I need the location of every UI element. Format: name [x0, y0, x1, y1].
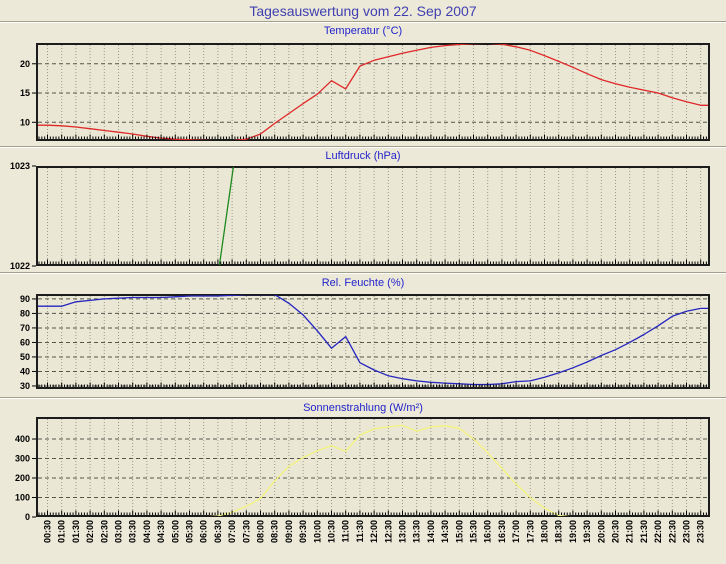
svg-text:80: 80 [20, 308, 30, 318]
svg-text:02:30: 02:30 [99, 520, 109, 543]
radiation-plot: 0 100 200 300 400 [15, 417, 710, 522]
svg-text:02:00: 02:00 [85, 520, 95, 543]
svg-text:12:00: 12:00 [369, 520, 379, 543]
svg-text:09:00: 09:00 [284, 520, 294, 543]
svg-text:0: 0 [25, 512, 30, 522]
svg-text:50: 50 [20, 352, 30, 362]
chart-title-radiation: Sonnenstrahlung (W/m²) [303, 402, 423, 414]
svg-text:16:30: 16:30 [497, 520, 507, 543]
svg-text:10:30: 10:30 [327, 520, 337, 543]
svg-text:15:00: 15:00 [454, 520, 464, 543]
section-separator-3 [0, 397, 726, 399]
temperature-plot: 10 15 20 [20, 43, 710, 141]
svg-text:11:30: 11:30 [355, 520, 365, 543]
svg-text:05:30: 05:30 [185, 520, 195, 543]
svg-text:01:00: 01:00 [57, 520, 67, 543]
svg-text:16:00: 16:00 [483, 520, 493, 543]
svg-text:18:30: 18:30 [554, 520, 564, 543]
svg-text:09:30: 09:30 [298, 520, 308, 543]
svg-text:08:00: 08:00 [256, 520, 266, 543]
svg-text:05:00: 05:00 [170, 520, 180, 543]
svg-text:03:30: 03:30 [128, 520, 138, 543]
svg-text:17:00: 17:00 [511, 520, 521, 543]
humidity-plot: 30 40 50 60 70 80 90 [20, 294, 710, 391]
svg-text:04:00: 04:00 [142, 520, 152, 543]
svg-text:90: 90 [20, 294, 30, 304]
x-axis-labels: 00:30 01:00 01:30 02:00 02:30 03:00 03:30 04:00… [43, 520, 706, 543]
svg-text:14:30: 14:30 [440, 520, 450, 543]
chart-title-temperature: Temperatur (°C) [323, 25, 403, 37]
svg-text:30: 30 [20, 381, 30, 391]
svg-text:300: 300 [15, 454, 30, 464]
svg-text:13:30: 13:30 [412, 520, 422, 543]
svg-text:14:00: 14:00 [426, 520, 436, 543]
svg-text:03:00: 03:00 [114, 520, 124, 543]
section-separator-1 [0, 146, 726, 148]
svg-text:11:00: 11:00 [341, 520, 351, 543]
svg-text:21:00: 21:00 [625, 520, 635, 543]
svg-text:22:30: 22:30 [667, 520, 677, 543]
svg-text:20:30: 20:30 [611, 520, 621, 543]
page-title: Tagesauswertung vom 22. Sep 2007 [249, 3, 477, 19]
svg-text:19:30: 19:30 [582, 520, 592, 543]
title-separator [0, 21, 726, 23]
pressure-plot: 1022 1023 [10, 161, 710, 271]
svg-text:1023: 1023 [10, 161, 30, 171]
svg-text:10:00: 10:00 [312, 520, 322, 543]
svg-text:18:00: 18:00 [540, 520, 550, 543]
svg-text:07:30: 07:30 [241, 520, 251, 543]
section-separator-2 [0, 272, 726, 274]
svg-text:22:00: 22:00 [653, 520, 663, 543]
chart-title-humidity: Rel. Feuchte (%) [321, 277, 405, 289]
svg-text:13:00: 13:00 [398, 520, 408, 543]
svg-text:21:30: 21:30 [639, 520, 649, 543]
svg-text:400: 400 [15, 434, 30, 444]
chart-title-pressure: Luftdruck (hPa) [325, 150, 401, 162]
svg-text:40: 40 [20, 367, 30, 377]
svg-text:15: 15 [20, 88, 30, 98]
svg-text:60: 60 [20, 337, 30, 347]
svg-text:07:00: 07:00 [227, 520, 237, 543]
svg-text:200: 200 [15, 473, 30, 483]
svg-text:15:30: 15:30 [469, 520, 479, 543]
svg-text:00:30: 00:30 [43, 520, 53, 543]
svg-text:19:00: 19:00 [568, 520, 578, 543]
svg-text:23:30: 23:30 [696, 520, 706, 543]
svg-text:10: 10 [20, 117, 30, 127]
svg-text:04:30: 04:30 [156, 520, 166, 543]
svg-text:17:30: 17:30 [525, 520, 535, 543]
svg-text:1022: 1022 [10, 261, 30, 271]
svg-text:20:00: 20:00 [596, 520, 606, 543]
svg-text:06:30: 06:30 [213, 520, 223, 543]
svg-text:100: 100 [15, 493, 30, 503]
svg-text:20: 20 [20, 59, 30, 69]
svg-text:12:30: 12:30 [383, 520, 393, 543]
svg-text:06:00: 06:00 [199, 520, 209, 543]
svg-text:70: 70 [20, 323, 30, 333]
svg-text:01:30: 01:30 [71, 520, 81, 543]
svg-text:08:30: 08:30 [270, 520, 280, 543]
svg-text:23:00: 23:00 [682, 520, 692, 543]
